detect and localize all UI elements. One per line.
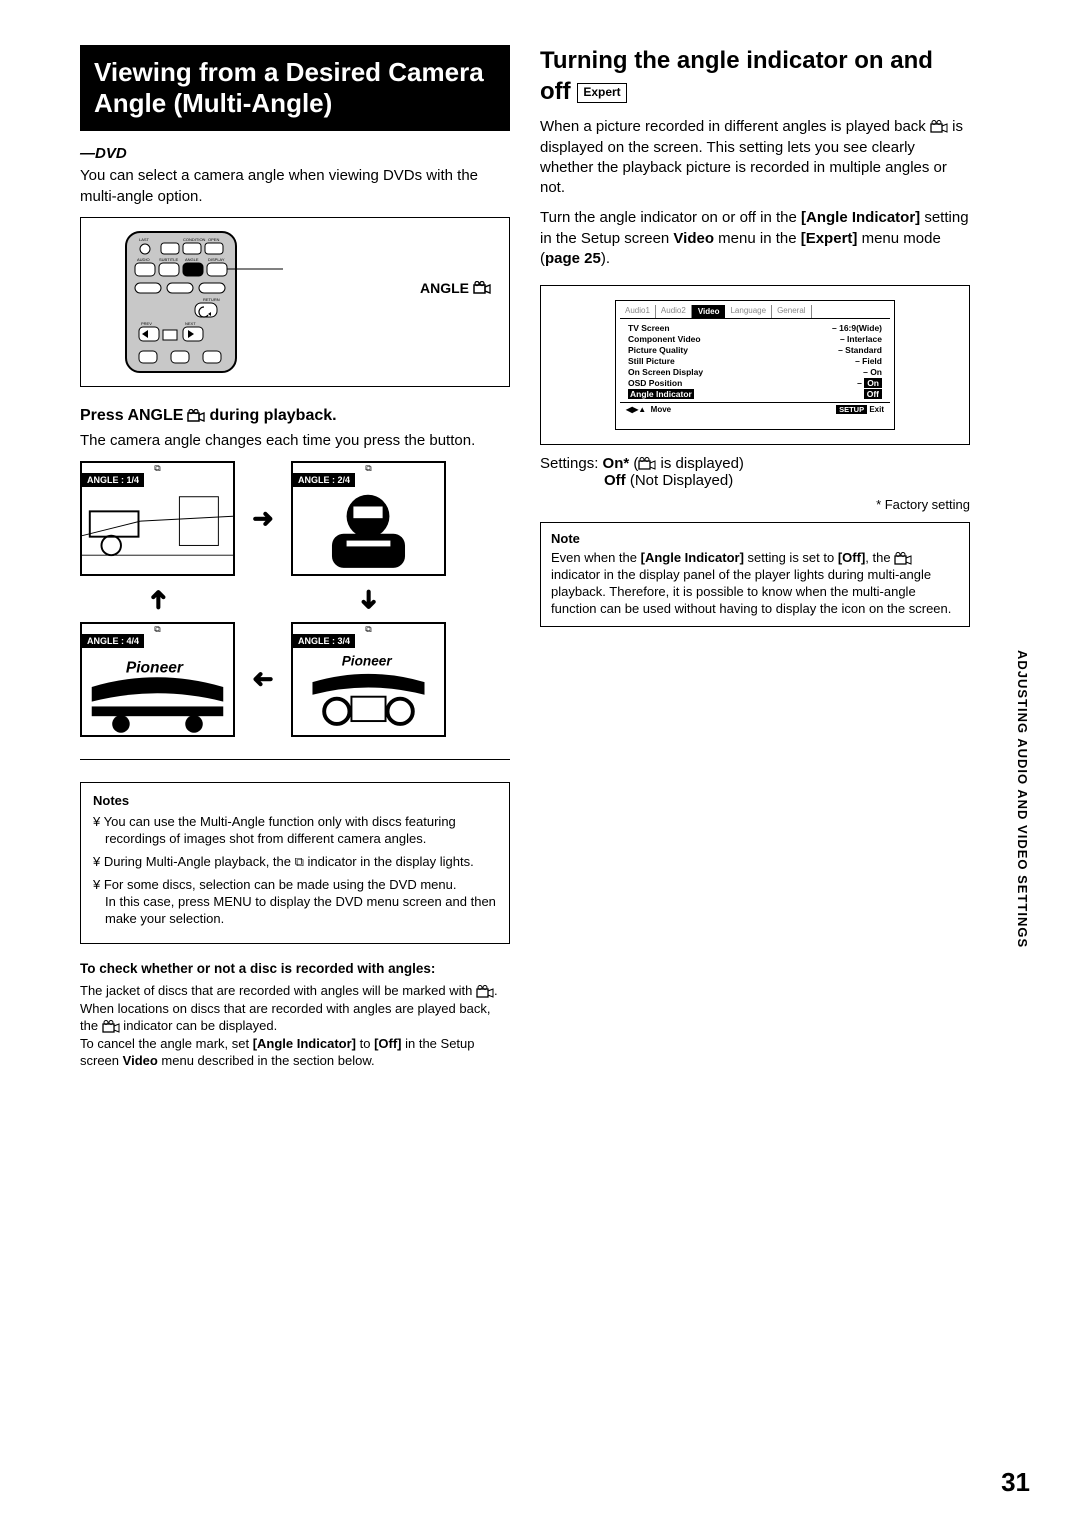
page-number: 31 — [1001, 1467, 1030, 1498]
setup-row: OSD Position– On — [628, 377, 882, 388]
angle-thumb-4: ⧉ ANGLE : 4/4 Pioneer — [80, 622, 235, 737]
setup-row: TV Screen– 16:9(Wide) — [628, 322, 882, 333]
expert-badge: Expert — [577, 83, 626, 103]
arrow-left-icon: ➜ — [252, 664, 274, 695]
svg-text:CONDITION: CONDITION — [183, 237, 206, 242]
tab-audio1: Audio1 — [620, 305, 656, 318]
angle-thumb-1: ⧉ ANGLE : 1/4 — [80, 461, 235, 576]
setup-row: Still Picture– Field — [628, 355, 882, 366]
angle-label-2: ANGLE : 2/4 — [298, 475, 350, 485]
note-item: ¥ During Multi-Angle playback, the ⧉ ind… — [93, 854, 497, 871]
svg-text:DISPLAY: DISPLAY — [208, 257, 225, 262]
remote-figure: LAST CONDITION OPEN AUDIO SUBTITLE ANGLE… — [80, 217, 510, 387]
setup-footer: ◀▶▲ Move SETUP Exit — [620, 402, 890, 414]
note-heading: Note — [551, 531, 959, 548]
check-body-2: To cancel the angle mark, set [Angle Ind… — [80, 1035, 510, 1070]
step-heading-post: during playback. — [209, 407, 336, 425]
svg-text:RETURN: RETURN — [203, 297, 220, 302]
svg-text:Pioneer: Pioneer — [126, 659, 184, 676]
angle-label-4: ANGLE : 4/4 — [87, 636, 139, 646]
intro-text: You can select a camera angle when viewi… — [80, 166, 510, 207]
svg-text:SUBTITLE: SUBTITLE — [159, 257, 178, 262]
angle-callout-text: ANGLE — [420, 280, 469, 296]
angle-thumb-2: ⧉ ANGLE : 2/4 — [291, 461, 446, 576]
tab-language: Language — [725, 305, 772, 318]
setup-row: Picture Quality– Standard — [628, 344, 882, 355]
check-heading: To check whether or not a disc is record… — [80, 960, 510, 978]
right-section-title: Turning the angle indicator on and off E… — [540, 45, 970, 107]
camera-icon — [473, 281, 491, 295]
angle-thumbnails: ⧉ ANGLE : 1/4 ➜ ⧉ ANGLE : 2/4 ➜ ➜ ⧉ ANGL… — [80, 461, 510, 737]
tab-audio2: Audio2 — [656, 305, 692, 318]
svg-text:LAST: LAST — [139, 237, 150, 242]
notes-box: Notes ¥ You can use the Multi-Angle func… — [80, 782, 510, 944]
svg-text:ANGLE: ANGLE — [185, 257, 199, 262]
right-p2: Turn the angle indicator on or off in th… — [540, 208, 970, 269]
arrow-right-icon: ➜ — [252, 503, 274, 534]
factory-note: * Factory setting — [540, 497, 970, 512]
side-chapter-label: ADJUSTING AUDIO AND VIDEO SETTINGS — [1015, 650, 1030, 948]
setup-tabs: Audio1 Audio2 Video Language General — [620, 305, 890, 319]
arrow-up-icon: ➜ — [142, 588, 173, 610]
setup-row-highlighted: Angle Indicator Off — [628, 388, 882, 399]
section-title-box: Viewing from a Desired Camera Angle (Mul… — [80, 45, 510, 131]
setup-screen-inner: Audio1 Audio2 Video Language General TV … — [615, 300, 895, 430]
svg-text:NEXT: NEXT — [185, 321, 196, 326]
step-body: The camera angle changes each time you p… — [80, 431, 510, 451]
angle-callout: ANGLE — [420, 280, 491, 296]
check-body-1: The jacket of discs that are recorded wi… — [80, 982, 510, 1035]
settings-text: Settings: On* ( is displayed) Off (Not D… — [540, 455, 970, 489]
right-p1: When a picture recorded in different ang… — [540, 117, 970, 198]
angle-label-1: ANGLE : 1/4 — [87, 475, 139, 485]
angle-thumb-3: ⧉ ANGLE : 3/4 Pioneer — [291, 622, 446, 737]
svg-text:OPEN: OPEN — [208, 237, 219, 242]
notes-heading: Notes — [93, 793, 497, 808]
svg-text:Pioneer: Pioneer — [342, 654, 393, 669]
dvd-label: —DVD — [80, 145, 510, 162]
step-heading-pre: Press ANGLE — [80, 407, 183, 425]
setup-row: On Screen Display– On — [628, 366, 882, 377]
divider — [80, 759, 510, 760]
arrow-down-icon: ➜ — [353, 588, 384, 610]
svg-text:PREV: PREV — [141, 321, 152, 326]
remote-svg: LAST CONDITION OPEN AUDIO SUBTITLE ANGLE… — [91, 227, 291, 377]
svg-text:AUDIO: AUDIO — [137, 257, 150, 262]
note-item: ¥ You can use the Multi-Angle function o… — [93, 814, 497, 848]
tab-video: Video — [692, 305, 726, 318]
note-box: Note Even when the [Angle Indicator] set… — [540, 522, 970, 626]
setup-row: Component Video– Interlace — [628, 333, 882, 344]
setup-screen-figure: Audio1 Audio2 Video Language General TV … — [540, 285, 970, 445]
camera-icon — [187, 409, 205, 423]
tab-general: General — [772, 305, 811, 318]
note-item: ¥ For some discs, selection can be made … — [93, 877, 497, 928]
step-heading: Press ANGLE during playback. — [80, 407, 510, 425]
angle-label-3: ANGLE : 3/4 — [298, 636, 350, 646]
